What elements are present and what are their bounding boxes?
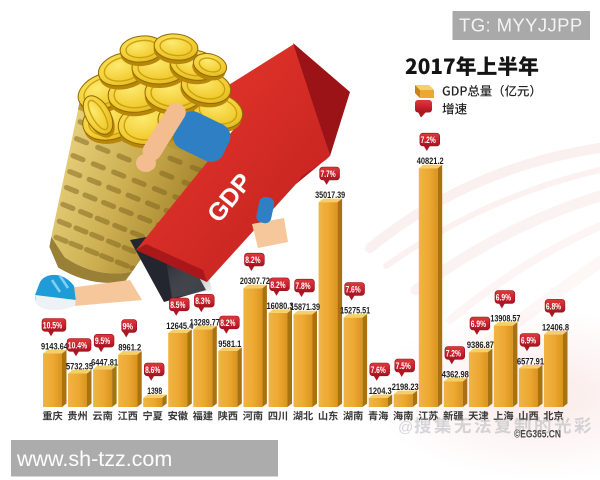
svg-text:20307.72: 20307.72 <box>240 276 270 286</box>
svg-text:7.8%: 7.8% <box>295 281 311 291</box>
svg-text:9143.64: 9143.64 <box>41 342 68 352</box>
svg-text:6.9%: 6.9% <box>521 335 537 345</box>
svg-text:1398: 1398 <box>147 386 162 396</box>
svg-text:15871.39: 15871.39 <box>290 302 320 312</box>
svg-text:8961.2: 8961.2 <box>118 343 141 353</box>
svg-text:7.2%: 7.2% <box>446 348 462 358</box>
svg-text:12406.8: 12406.8 <box>542 322 569 332</box>
svg-text:35017.39: 35017.39 <box>315 190 345 200</box>
svg-text:6.9%: 6.9% <box>471 319 487 329</box>
svg-text:5732.35: 5732.35 <box>66 362 93 372</box>
svg-text:www.sh-tzz.com: www.sh-tzz.com <box>16 447 172 471</box>
svg-text:13908.57: 13908.57 <box>490 314 520 324</box>
svg-text:8.2%: 8.2% <box>220 318 236 328</box>
svg-text:15275.51: 15275.51 <box>340 306 370 316</box>
svg-text:@: @ <box>398 419 413 436</box>
svg-text:9%: 9% <box>122 322 133 332</box>
svg-text:16080.3: 16080.3 <box>267 301 294 311</box>
svg-text:8.6%: 8.6% <box>145 365 161 375</box>
svg-text:7.6%: 7.6% <box>346 285 362 295</box>
svg-text:8.5%: 8.5% <box>170 300 186 310</box>
svg-text:6577.91: 6577.91 <box>517 357 544 367</box>
svg-text:1204.3: 1204.3 <box>369 386 392 396</box>
svg-text:12645.4: 12645.4 <box>166 321 193 331</box>
svg-text:4362.98: 4362.98 <box>442 370 469 380</box>
svg-text:6.8%: 6.8% <box>546 301 562 311</box>
svg-text:8.2%: 8.2% <box>245 255 261 265</box>
svg-text:10.5%: 10.5% <box>43 320 63 330</box>
svg-text:7.2%: 7.2% <box>421 135 437 145</box>
svg-text:6447.81: 6447.81 <box>91 357 118 367</box>
svg-text:©EG365.CN: ©EG365.CN <box>514 429 561 441</box>
svg-text:2198.23: 2198.23 <box>392 382 419 392</box>
svg-text:6.9%: 6.9% <box>496 293 512 303</box>
svg-text:7.6%: 7.6% <box>371 365 387 375</box>
svg-text:8.2%: 8.2% <box>270 280 286 290</box>
svg-text:9386.87: 9386.87 <box>467 340 494 350</box>
svg-text:7.7%: 7.7% <box>321 169 337 179</box>
svg-text:7.5%: 7.5% <box>396 361 412 371</box>
svg-text:TG: MYYJJPP: TG: MYYJJPP <box>459 15 583 36</box>
svg-text:9581.1: 9581.1 <box>218 339 241 349</box>
svg-text:13289.77: 13289.77 <box>190 317 220 327</box>
svg-text:10.4%: 10.4% <box>68 340 88 350</box>
svg-text:9.5%: 9.5% <box>95 336 111 346</box>
svg-text:8.3%: 8.3% <box>195 296 211 306</box>
svg-text:40821.2: 40821.2 <box>417 156 444 166</box>
